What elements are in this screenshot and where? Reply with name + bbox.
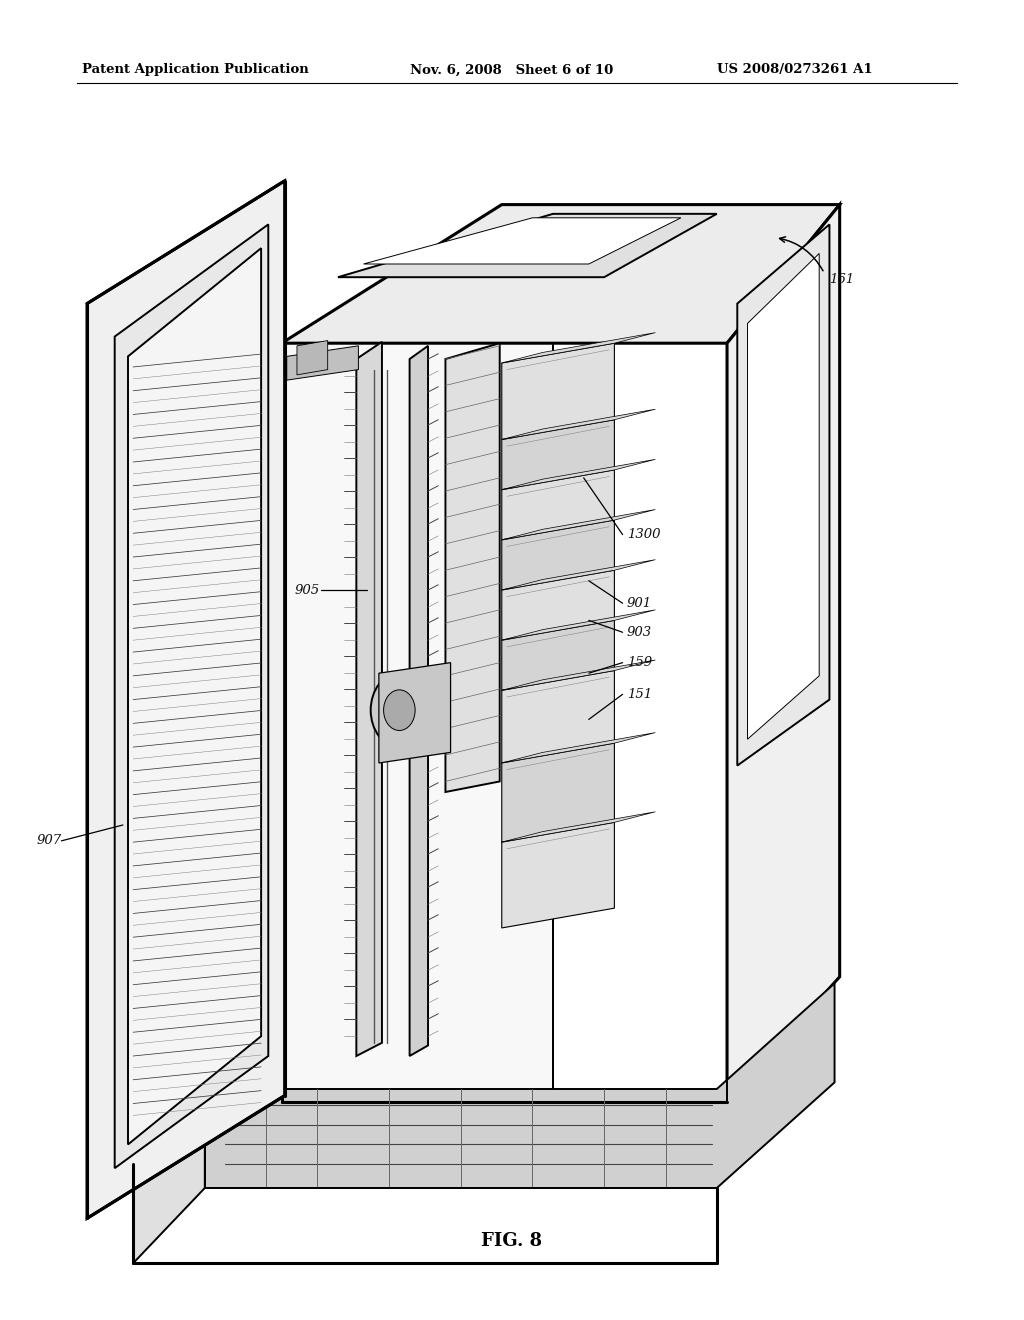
Polygon shape (338, 214, 717, 277)
Polygon shape (128, 248, 261, 1144)
Polygon shape (502, 470, 614, 540)
Polygon shape (748, 253, 819, 739)
Text: US 2008/0273261 A1: US 2008/0273261 A1 (717, 63, 872, 77)
Polygon shape (356, 342, 382, 1056)
Text: 151: 151 (627, 688, 652, 701)
Text: 905: 905 (295, 583, 321, 597)
Text: Patent Application Publication: Patent Application Publication (82, 63, 308, 77)
Polygon shape (502, 671, 614, 763)
Polygon shape (287, 346, 358, 380)
Polygon shape (502, 610, 655, 640)
Polygon shape (87, 181, 285, 1218)
Polygon shape (410, 346, 428, 1056)
Polygon shape (502, 459, 655, 490)
Polygon shape (502, 812, 655, 842)
Polygon shape (115, 224, 268, 1168)
Text: 161: 161 (829, 273, 855, 286)
Text: FIG. 8: FIG. 8 (481, 1232, 543, 1250)
Polygon shape (205, 983, 835, 1188)
Text: 1300: 1300 (627, 528, 660, 541)
Polygon shape (133, 1089, 205, 1263)
Polygon shape (282, 343, 553, 1102)
Polygon shape (364, 218, 681, 264)
Polygon shape (502, 420, 614, 490)
Polygon shape (502, 660, 655, 690)
Text: 159: 159 (627, 656, 652, 669)
Polygon shape (502, 409, 655, 440)
Polygon shape (502, 343, 614, 440)
Text: 901: 901 (627, 597, 652, 610)
Polygon shape (502, 520, 614, 590)
Polygon shape (282, 205, 840, 343)
Circle shape (384, 690, 415, 730)
Text: Nov. 6, 2008   Sheet 6 of 10: Nov. 6, 2008 Sheet 6 of 10 (410, 63, 612, 77)
Polygon shape (445, 343, 500, 792)
Polygon shape (737, 224, 829, 766)
Polygon shape (502, 570, 614, 640)
Text: 907: 907 (36, 834, 61, 847)
Polygon shape (502, 510, 655, 540)
Text: 903: 903 (627, 626, 652, 639)
Polygon shape (502, 620, 614, 690)
Polygon shape (727, 205, 840, 1102)
Circle shape (371, 673, 428, 747)
Polygon shape (379, 663, 451, 763)
Polygon shape (297, 341, 328, 375)
Polygon shape (502, 733, 655, 763)
Polygon shape (502, 822, 614, 928)
Polygon shape (502, 560, 655, 590)
Polygon shape (502, 743, 614, 842)
Polygon shape (502, 333, 655, 363)
